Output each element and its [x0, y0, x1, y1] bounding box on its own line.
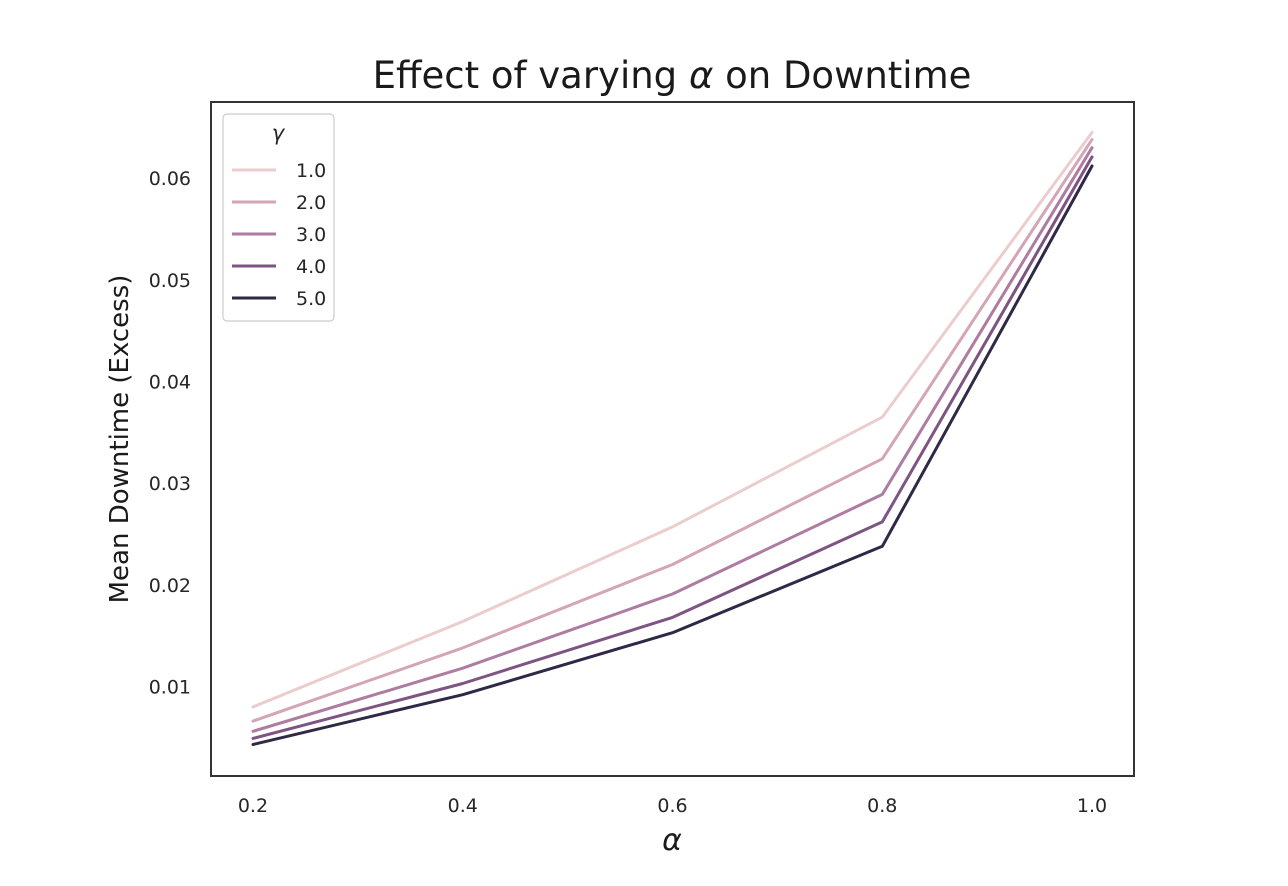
- x-tick-label: 0.6: [657, 795, 687, 817]
- series-lines: [251, 131, 1094, 746]
- y-tick-label: 0.01: [149, 677, 191, 699]
- y-axis-ticks: 0.01 0.02 0.03 0.04 0.05 0.06: [149, 168, 191, 698]
- y-tick-label: 0.04: [149, 372, 191, 394]
- legend-items: 1.0 2.0 3.0 4.0 5.0: [232, 160, 326, 310]
- chart-title-suffix: on Downtime: [713, 54, 971, 97]
- chart-title-prefix: Effect of varying: [373, 54, 689, 97]
- x-tick-label: 0.2: [238, 795, 268, 817]
- series-line-3-0: [251, 146, 1094, 733]
- legend-label: 5.0: [296, 288, 326, 310]
- x-tick-label: 0.4: [448, 795, 478, 817]
- x-tick-label: 1.0: [1077, 795, 1107, 817]
- x-axis-ticks: 0.2 0.4 0.6 0.8 1.0: [238, 795, 1107, 817]
- y-tick-label: 0.05: [149, 270, 191, 292]
- legend-label: 2.0: [296, 192, 326, 214]
- legend-label: 1.0: [296, 160, 326, 182]
- series-line-1-0: [251, 131, 1094, 709]
- legend: γ 1.0 2.0 3.0 4.0 5.0: [222, 113, 335, 322]
- plot-frame: [210, 101, 1135, 777]
- chart-title: Effect of varying α on Downtime: [373, 54, 972, 97]
- x-tick-label: 0.8: [867, 795, 897, 817]
- series-line-5-0: [251, 164, 1094, 746]
- series-line-4-0: [251, 155, 1094, 740]
- y-axis-label: Mean Downtime (Excess): [105, 275, 135, 604]
- series-line-2-0: [251, 138, 1094, 723]
- x-axis-label: α: [662, 823, 682, 858]
- legend-label: 3.0: [296, 224, 326, 246]
- y-tick-label: 0.02: [149, 575, 191, 597]
- legend-title: γ: [272, 121, 286, 145]
- y-tick-label: 0.06: [149, 168, 191, 190]
- legend-label: 4.0: [296, 256, 326, 278]
- chart-title-symbol: α: [689, 54, 713, 97]
- legend-box: [222, 113, 335, 322]
- y-tick-label: 0.03: [149, 473, 191, 495]
